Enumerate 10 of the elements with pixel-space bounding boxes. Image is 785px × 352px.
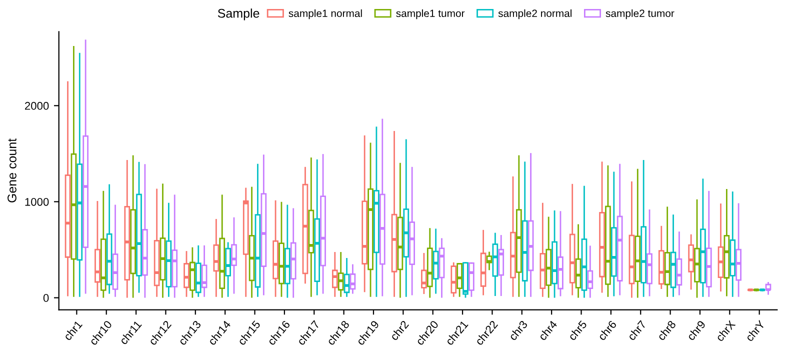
- y-tick-label: 1000: [25, 198, 49, 206]
- y-axis-title: Gene count: [8, 138, 16, 202]
- legend-label: sample1 normal: [288, 9, 362, 20]
- x-tick-label: chr1: [63, 320, 83, 341]
- legend-label: sample2 normal: [498, 9, 572, 20]
- legend-label: sample1 tumor: [396, 9, 465, 20]
- legend-title: Sample: [218, 8, 260, 20]
- y-tick-label: 0: [43, 294, 49, 302]
- y-tick-label: 2000: [24, 102, 49, 110]
- legend-label: sample2 tumor: [606, 9, 674, 20]
